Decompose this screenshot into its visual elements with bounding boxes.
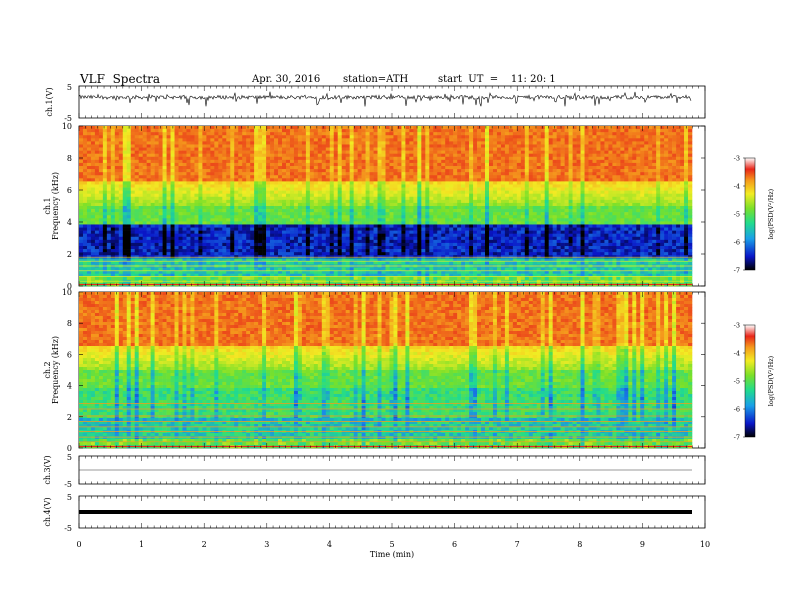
ch1-ytick-bottom: -5 xyxy=(64,114,72,123)
x-tick-label: 7 xyxy=(515,540,520,549)
colorbar-tick-label: -4 xyxy=(734,350,740,358)
ch1-spectrogram-panel: ch.1 Frequency (kHz) 0 2 4 6 8 10 xyxy=(43,122,706,291)
ch2-spectrogram-panel: ch.2 Frequency (kHz) 0 2 4 6 8 10 xyxy=(43,288,706,453)
x-tick-label: 0 xyxy=(76,540,81,549)
ch2-spec-ylabel-frequency: Frequency (kHz) xyxy=(51,336,60,404)
ch1-panel: 5 -5 ch.1(V) xyxy=(45,83,706,123)
colorbar-tick-label: -7 xyxy=(734,267,740,275)
ch1-colorbar: -3 -4 -5 -6 -7 log(PSD(V²/Hz) xyxy=(734,155,775,275)
spec-ytick-label: 2 xyxy=(67,250,72,259)
spec-ytick-label: 10 xyxy=(62,122,72,131)
spec-ytick-label: 8 xyxy=(67,319,72,328)
spec-ytick-label: 0 xyxy=(67,444,72,453)
spec-ytick-label: 4 xyxy=(67,382,72,391)
ch3-panel: 5 -5 ch.3(V) xyxy=(43,453,706,489)
ch2-spec-ylabel-channel: ch.2 xyxy=(43,361,52,378)
colorbar-tick-label: -3 xyxy=(734,155,740,163)
ch1-colorbar-label: log(PSD(V²/Hz) xyxy=(767,188,775,239)
x-tick-label: 1 xyxy=(139,540,144,549)
ch2-colorbar-label: log(PSD(V²/Hz) xyxy=(767,355,775,406)
x-axis-tick-labels: 0 1 2 3 4 5 6 7 8 9 10 xyxy=(76,540,710,549)
colorbar-tick-label: -6 xyxy=(734,406,740,414)
date-label: Apr. 30, 2016 xyxy=(252,74,321,85)
spec-ytick-label: 2 xyxy=(67,413,72,422)
x-tick-label: 2 xyxy=(202,540,207,549)
ch1-ytick-top: 5 xyxy=(67,83,72,92)
ch4-panel: 5 -5 ch.4(V) xyxy=(43,493,706,533)
colorbar-tick-label: -6 xyxy=(734,239,740,247)
spec-ytick-label: 4 xyxy=(67,218,72,227)
x-tick-label: 3 xyxy=(264,540,269,549)
ch3-ylabel: ch.3(V) xyxy=(43,455,52,484)
spec-ytick-label: 10 xyxy=(62,288,72,297)
spec-ytick-label: 0 xyxy=(67,282,72,291)
ch4-ytick-bottom: -5 xyxy=(64,524,72,533)
x-axis-label: Time (min) xyxy=(370,550,414,559)
ch3-ytick-top: 5 xyxy=(67,453,72,462)
ch4-ylabel: ch.4(V) xyxy=(43,497,52,526)
ch1-spec-ylabel-frequency: Frequency (kHz) xyxy=(51,172,60,240)
ch1-spec-ylabel-channel: ch.1 xyxy=(43,197,52,214)
ch1-spectrogram xyxy=(79,126,693,287)
colorbar-tick-label: -3 xyxy=(734,322,740,330)
x-tick-label: 5 xyxy=(389,540,394,549)
colorbar-tick-label: -7 xyxy=(734,434,740,442)
ch2-spectrogram xyxy=(79,292,693,449)
x-tick-label: 10 xyxy=(700,540,710,549)
spec-ytick-label: 8 xyxy=(67,154,72,163)
ch1-ylabel: ch.1(V) xyxy=(45,87,54,116)
figure-title: VLF Spectra xyxy=(80,72,161,86)
x-tick-label: 4 xyxy=(327,540,332,549)
spec-ytick-label: 6 xyxy=(67,350,72,359)
x-axis-ticks xyxy=(78,86,706,528)
x-tick-label: 9 xyxy=(640,540,645,549)
colorbar-tick-label: -4 xyxy=(734,183,740,191)
start-time-label: start UT = 11: 20: 1 xyxy=(438,74,556,85)
ch4-ytick-top: 5 xyxy=(67,493,72,502)
ch2-colorbar: -3 -4 -5 -6 -7 log(PSD(V²/Hz) xyxy=(734,322,775,442)
x-tick-label: 6 xyxy=(452,540,457,549)
colorbar-tick-label: -5 xyxy=(734,211,740,219)
spec-ytick-label: 6 xyxy=(67,186,72,195)
ch3-ytick-bottom: -5 xyxy=(64,480,72,489)
colorbar-tick-label: -5 xyxy=(734,378,740,386)
x-tick-label: 8 xyxy=(577,540,582,549)
ch1-waveform xyxy=(78,91,692,107)
station-label: station=ATH xyxy=(343,74,409,85)
